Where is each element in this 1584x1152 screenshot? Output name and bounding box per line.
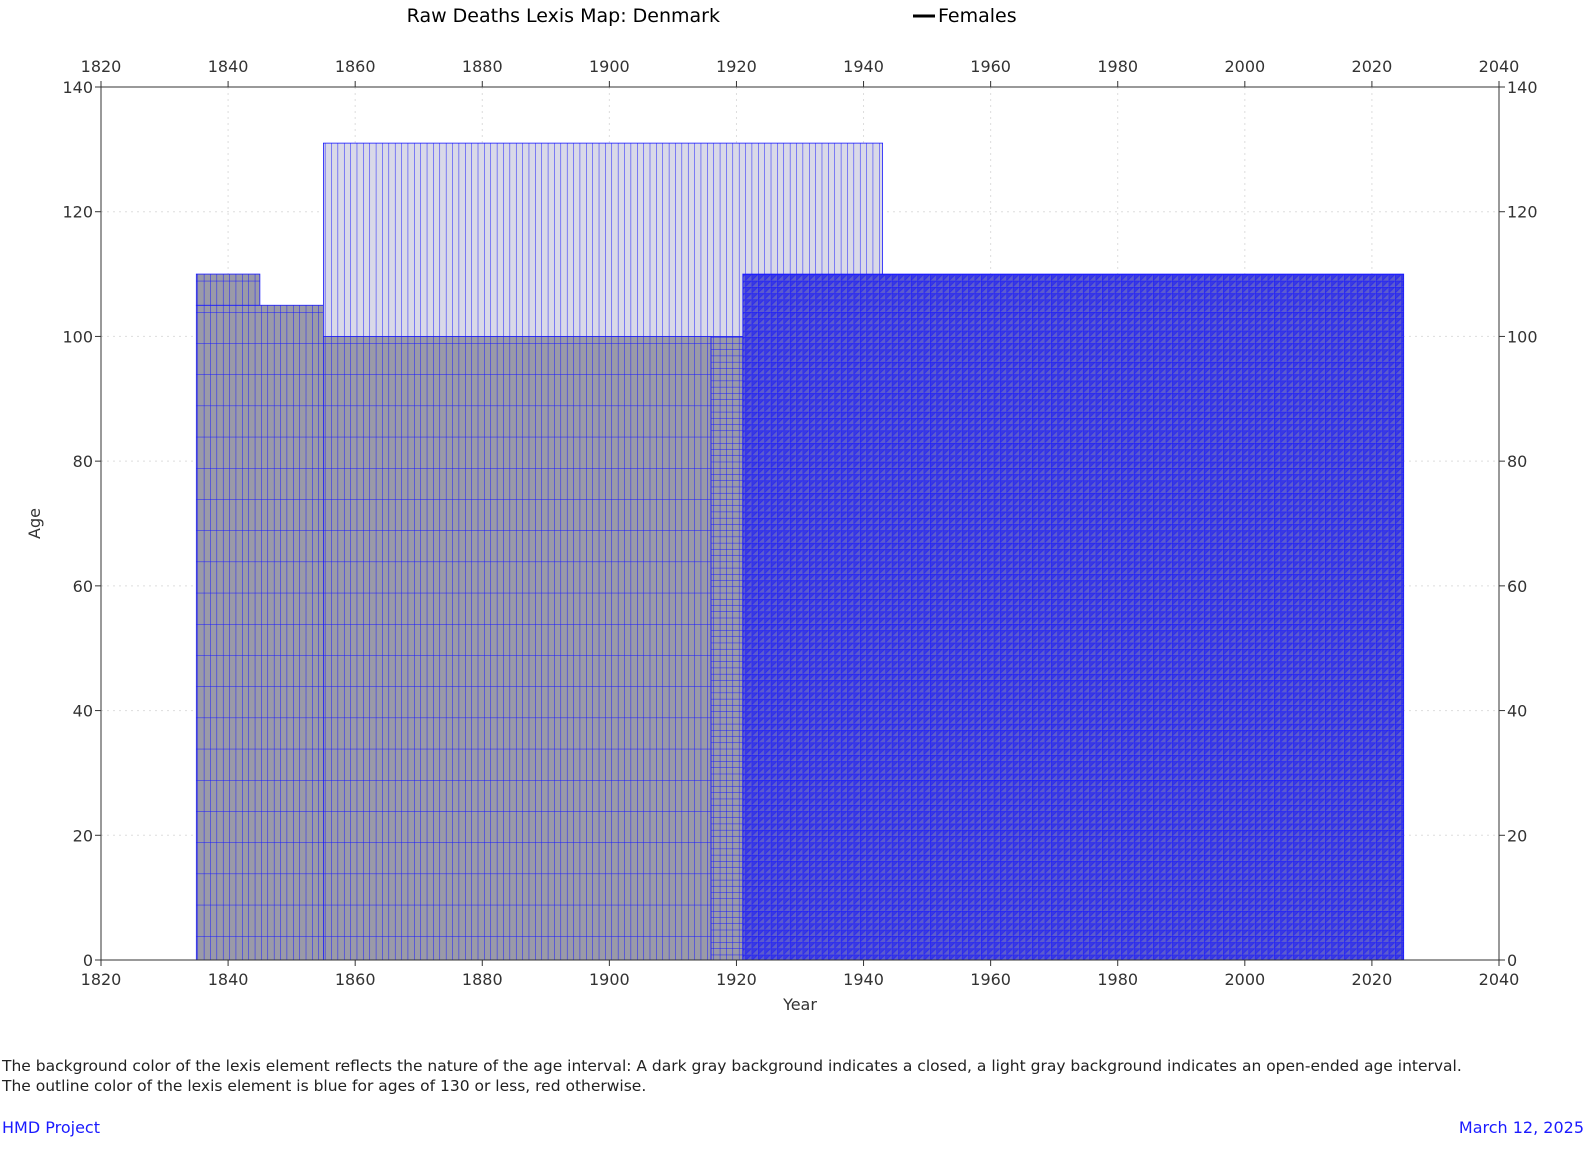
x-tick-label-bottom: 1860 — [335, 970, 376, 989]
x-tick-label-top: 1940 — [843, 57, 884, 76]
x-tick-label-top: 1880 — [462, 57, 503, 76]
y-tick-label-right: 40 — [1507, 702, 1527, 721]
x-tick-label-bottom: 1820 — [81, 970, 122, 989]
x-tick-label-top: 1840 — [208, 57, 249, 76]
legend-label-females: Females — [938, 5, 1017, 27]
note-outline-color: The outline color of the lexis element i… — [2, 1077, 647, 1095]
x-tick-label-top: 1920 — [716, 57, 757, 76]
y-axis-label: Age — [25, 508, 44, 539]
y-tick-label-right: 60 — [1507, 577, 1527, 596]
y-tick-label-right: 100 — [1507, 327, 1538, 346]
x-tick-label-top: 1960 — [970, 57, 1011, 76]
x-tick-label-bottom: 1880 — [462, 970, 503, 989]
lexis-region — [323, 336, 712, 961]
x-tick-label-bottom: 2000 — [1224, 970, 1265, 989]
x-axis-label: Year — [782, 995, 817, 1014]
y-tick-label-right: 80 — [1507, 452, 1527, 471]
x-tick-label-bottom: 2040 — [1479, 970, 1520, 989]
lexis-regions — [195, 142, 1405, 961]
y-tick-label-right: 0 — [1507, 951, 1517, 970]
y-tick-label-left: 80 — [73, 452, 93, 471]
lexis-region — [710, 336, 744, 961]
x-tick-label-bottom: 2020 — [1352, 970, 1393, 989]
y-tick-label-left: 60 — [73, 577, 93, 596]
lexis-region — [195, 273, 261, 306]
x-tick-label-top: 2000 — [1224, 57, 1265, 76]
x-tick-label-top: 1980 — [1097, 57, 1138, 76]
x-tick-label-top: 1860 — [335, 57, 376, 76]
legend: Females — [913, 5, 1017, 27]
y-tick-label-left: 120 — [62, 203, 93, 222]
y-tick-label-right: 140 — [1507, 78, 1538, 97]
y-tick-label-left: 100 — [62, 327, 93, 346]
x-tick-label-bottom: 1960 — [970, 970, 1011, 989]
x-tick-label-bottom: 1920 — [716, 970, 757, 989]
y-tick-label-left: 140 — [62, 78, 93, 97]
x-tick-label-top: 1900 — [589, 57, 630, 76]
y-tick-label-right: 120 — [1507, 203, 1538, 222]
axis-ticks: 1820 1820 1840 1840 1860 1860 1880 1880 1900 1900… — [62, 57, 1537, 989]
x-tick-label-top: 2040 — [1479, 57, 1520, 76]
y-tick-label-right: 20 — [1507, 826, 1527, 845]
chart-title: Raw Deaths Lexis Map: Denmark — [407, 5, 720, 27]
x-tick-label-bottom: 1940 — [843, 970, 884, 989]
y-tick-label-left: 20 — [73, 826, 93, 845]
x-tick-label-bottom: 1980 — [1097, 970, 1138, 989]
x-tick-label-bottom: 1840 — [208, 970, 249, 989]
y-tick-label-left: 0 — [83, 951, 93, 970]
footer-project: HMD Project — [2, 1118, 100, 1137]
lexis-region — [742, 273, 1405, 961]
lexis-chart: Raw Deaths Lexis Map: Denmark Females 18… — [25, 5, 1538, 1014]
y-tick-label-left: 40 — [73, 702, 93, 721]
note-background-color: The background color of the lexis elemen… — [2, 1057, 1462, 1075]
lexis-region — [195, 304, 324, 961]
x-tick-label-top: 2020 — [1352, 57, 1393, 76]
plot-frame — [100, 86, 1500, 961]
footer-date: March 12, 2025 — [1458, 1118, 1584, 1137]
x-tick-label-top: 1820 — [81, 57, 122, 76]
x-tick-label-bottom: 1900 — [589, 970, 630, 989]
